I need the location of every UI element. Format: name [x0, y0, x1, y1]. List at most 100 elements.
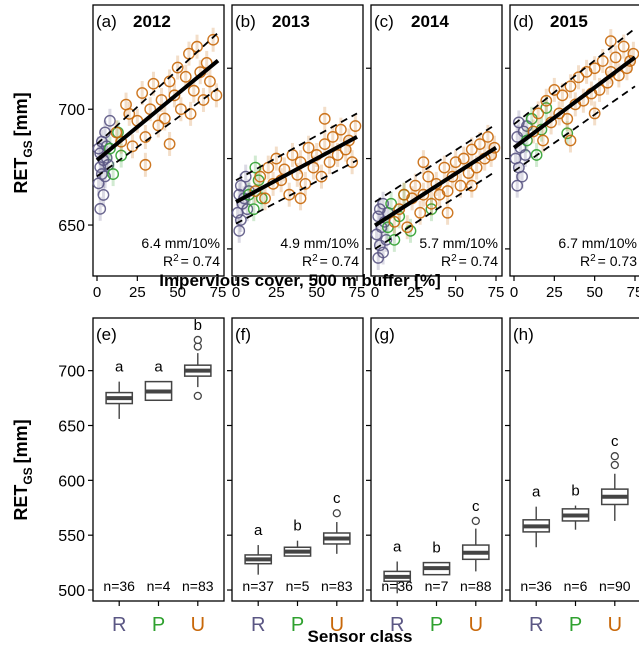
significance-letter: a [254, 522, 263, 539]
point-U [388, 215, 401, 228]
y-tick-label: 600 [58, 473, 85, 490]
point-U [136, 87, 149, 99]
point-U [564, 80, 577, 93]
x-tick-label: 75 [488, 284, 505, 301]
r2-value: = 0.73 [598, 253, 638, 269]
point-R [377, 197, 389, 210]
point-R [239, 170, 252, 183]
outlier-point [471, 516, 480, 526]
point-R [511, 179, 524, 192]
sample-count: n=36 [381, 578, 413, 594]
point-U [537, 134, 549, 147]
point-U [197, 94, 210, 106]
r2-annotation: R2 = 0.74 [163, 253, 220, 269]
point-R [380, 233, 393, 246]
point-U [249, 185, 262, 197]
sample-count: n=4 [147, 578, 171, 594]
x-axis-label-impervious: Impervious cover, 500 m buffer [%] [159, 271, 441, 290]
category-label-U: U [608, 614, 622, 636]
panel-h: (h) R P Ua n=36 b n=6 c n=90 [505, 317, 639, 636]
panel-tag: (e) [96, 325, 117, 344]
point-R [99, 170, 111, 183]
significance-letter: b [571, 483, 579, 500]
sample-count: n=90 [599, 578, 631, 594]
category-label-U: U [330, 614, 344, 636]
x-tick-label: 50 [308, 284, 325, 301]
panel-f: (f) R P Ua n=37 b n=5 c n=83 [227, 317, 364, 636]
r2-symbol: R [580, 253, 590, 269]
point-U [393, 203, 406, 216]
sample-count: n=36 [520, 578, 552, 594]
point-R [516, 170, 528, 183]
x-tick-label: 75 [349, 284, 366, 301]
point-U [446, 170, 459, 183]
point-U [564, 134, 577, 147]
sample-count: n=6 [564, 578, 588, 594]
point-P [530, 149, 543, 161]
r2-annotation: R2 = 0.73 [580, 253, 637, 269]
panel-b: (b) 2013 0 25 50 75 4.9 mm/10% R2 = 0.74 [227, 4, 366, 301]
x-tick-label: 50 [169, 284, 186, 301]
point-P [243, 188, 255, 201]
point-U [204, 75, 216, 88]
point-U [414, 206, 427, 219]
sample-count: n=7 [425, 578, 449, 594]
r2-annotation: R2 = 0.74 [441, 253, 498, 269]
point-U [624, 55, 637, 67]
panel-tag: (c) [374, 12, 394, 31]
category-label-R: R [112, 614, 126, 636]
x-tick-label: 75 [627, 284, 639, 301]
category-label-P: P [569, 614, 582, 636]
y-axis-label-top-unit: [mm] [11, 92, 31, 136]
category-label-P: P [430, 614, 443, 636]
panel-year: 2013 [272, 12, 310, 31]
significance-letter: a [154, 359, 163, 376]
regression-line [373, 146, 498, 228]
regression-line [95, 59, 220, 162]
x-tick-label: 25 [407, 284, 424, 301]
x-axis-label-sensor-class: Sensor class [308, 627, 413, 646]
outlier-point [610, 452, 619, 461]
y-axis-label-top-subscript: GS [21, 140, 35, 157]
panel-e: 500 550 600 650 700 (e) R P Ua n=36 a n=4 b n=83 [58, 317, 225, 636]
point-U [323, 156, 336, 169]
x-tick-label: 25 [546, 284, 563, 301]
point-U [473, 138, 486, 151]
sample-count: n=83 [321, 578, 353, 594]
point-P [247, 203, 260, 216]
significance-letter: a [115, 359, 124, 376]
point-U [179, 70, 192, 83]
point-P [561, 127, 574, 140]
point-U [540, 94, 553, 107]
r2-symbol: R [441, 253, 451, 269]
category-label-R: R [390, 614, 404, 636]
ci-lower-line [96, 87, 219, 178]
point-U [318, 138, 331, 151]
point-U [609, 51, 622, 64]
point-U [532, 107, 545, 120]
category-label-P: P [291, 614, 304, 636]
point-R [94, 202, 107, 215]
ci-lower-line [235, 159, 358, 225]
x-tick-label: 0 [232, 284, 240, 301]
y-axis-label-top-main: RET [11, 158, 31, 194]
point-U [465, 143, 478, 156]
point-U [462, 167, 475, 179]
point-U [168, 89, 181, 102]
panel-frame [92, 4, 225, 277]
point-R [372, 252, 385, 264]
point-R [233, 224, 246, 237]
point-U [147, 77, 160, 90]
point-U [259, 192, 271, 205]
y-axis-label-bottom-unit: [mm] [11, 419, 31, 463]
point-U [409, 179, 422, 192]
category-label-R: R [529, 614, 543, 636]
r2-value: = 0.74 [320, 253, 360, 269]
point-P [255, 192, 268, 205]
panel-frame [509, 4, 639, 277]
point-U [334, 123, 347, 136]
point-U [425, 197, 438, 210]
point-U [139, 158, 152, 171]
point-U [254, 170, 267, 183]
